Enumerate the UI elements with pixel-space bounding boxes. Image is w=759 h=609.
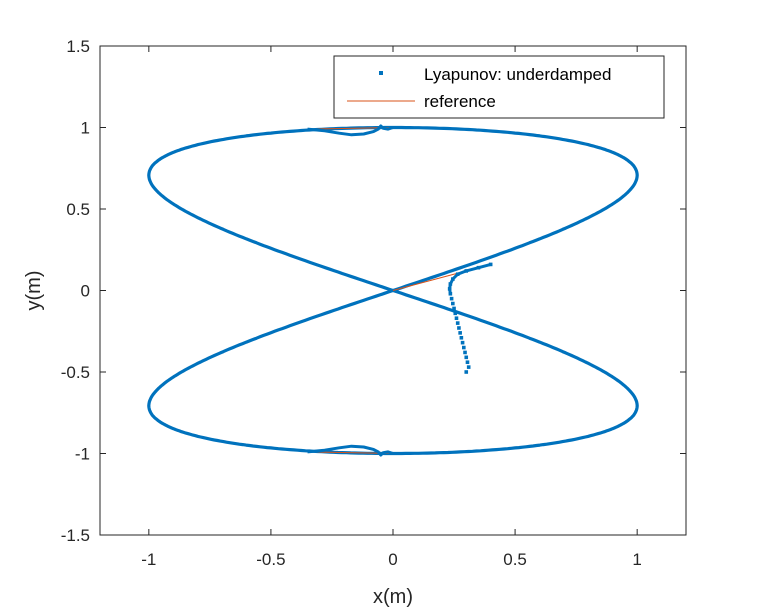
x-tick-label: -1: [141, 550, 156, 569]
trajectory-point: [451, 301, 455, 306]
y-tick-label: 0.5: [66, 200, 90, 219]
trajectory-point: [460, 340, 465, 345]
y-tick-label: -1: [75, 445, 90, 464]
y-axis-label: y(m): [23, 271, 45, 311]
trajectory-point: [452, 306, 456, 311]
legend-label-reference: reference: [424, 92, 496, 111]
legend-box: [333, 55, 665, 119]
y-tick-label: 1.5: [66, 37, 90, 56]
y-tick-label: 0: [81, 282, 90, 301]
trajectory-point: [455, 321, 460, 325]
trajectory-point: [447, 287, 452, 291]
trajectory-point: [476, 265, 481, 270]
legend-label-lyapunov: Lyapunov: underdamped: [424, 65, 611, 84]
trajectory-point: [454, 316, 459, 321]
trajectory-point: [449, 296, 454, 301]
x-tick-label: 1: [632, 550, 641, 569]
trajectory-point: [448, 291, 453, 296]
legend-marker-lyapunov: [379, 71, 383, 75]
trajectory-point: [466, 365, 471, 369]
trajectory-point: [464, 269, 469, 273]
y-tick-label: -1.5: [61, 526, 90, 545]
trajectory-point: [464, 370, 469, 374]
x-tick-label: 0.5: [503, 550, 527, 569]
ticks-layer: -1 -0.5 0 0.5 1 -1.5 -1 -0.5 0 0.5 1 1.5: [61, 37, 686, 569]
legend: Lyapunov: underdamped reference: [333, 55, 665, 119]
trajectory-point: [488, 262, 493, 267]
trajectory-bottom-glitch: [307, 444, 394, 457]
trajectory-point: [451, 277, 455, 281]
trajectory-point: [459, 335, 464, 340]
trajectory-point: [463, 350, 467, 355]
trajectory-top-glitch: [307, 124, 394, 137]
x-tick-label: 0: [388, 550, 397, 569]
trajectory-point: [453, 311, 458, 316]
trajectory-point: [465, 360, 470, 365]
y-tick-label: 1: [81, 119, 90, 138]
x-axis-label: x(m): [373, 586, 413, 608]
trajectory-point: [457, 326, 461, 330]
trajectory-point: [464, 355, 469, 360]
trajectory-point: [458, 331, 462, 335]
trajectory-point: [448, 282, 453, 286]
data-layer: [147, 124, 639, 457]
x-tick-label: -0.5: [256, 550, 285, 569]
y-tick-label: -0.5: [61, 363, 90, 382]
trajectory-point: [462, 345, 466, 350]
trajectory-point: [455, 272, 460, 276]
